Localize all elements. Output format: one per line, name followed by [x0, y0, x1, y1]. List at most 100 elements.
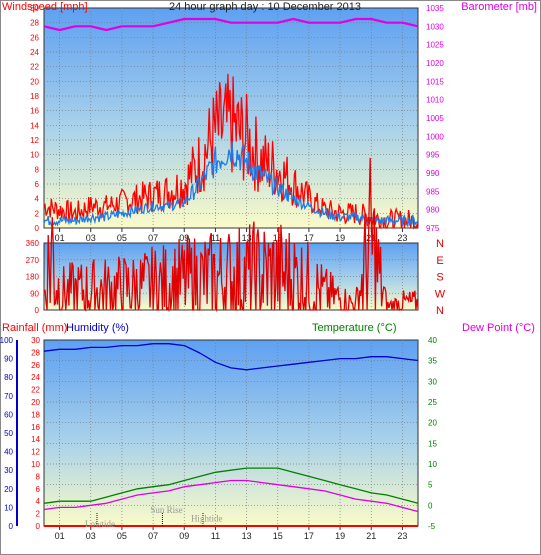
humidity-tick-label: 90 [4, 355, 13, 364]
wind-tick-label: 26 [30, 33, 39, 42]
annotation-label-sun-rise: Sun Rise [150, 505, 182, 515]
baro-tick-label: 995 [426, 151, 440, 160]
temperature-tick-label: 10 [428, 460, 437, 469]
baro-tick-label: 1020 [426, 59, 444, 68]
temperature-tick-label: -5 [428, 522, 436, 531]
humidity-tick-label: 80 [4, 373, 13, 382]
wind-direction-line [43, 157, 419, 313]
barometer-axis-label: Barometer [mb] [461, 1, 537, 13]
barometer-series-line [43, 17, 419, 32]
baro-tick-label: 990 [426, 169, 440, 178]
x-tick-label: 11 [211, 233, 220, 243]
baro-tick-label: 975 [426, 224, 440, 233]
rain-tick-label: 2 [36, 510, 41, 519]
x-tick-label: 01 [55, 531, 65, 541]
wind-tick-label: 24 [30, 48, 39, 57]
temperature-tick-label: 30 [428, 377, 437, 386]
humidity-tick-label: 70 [4, 392, 13, 401]
humidity-tick-label: 30 [4, 466, 13, 475]
rain-temp-plot-area [43, 339, 419, 527]
wind-tick-label: 6 [35, 180, 40, 189]
x-tick-label: 11 [211, 531, 220, 541]
compass-tick-label: E [436, 255, 443, 267]
wind-tick-label: 4 [35, 195, 40, 204]
temperature-tick-label: 15 [428, 439, 437, 448]
rain-tick-label: 6 [36, 485, 41, 494]
dewpoint-series-line [43, 479, 419, 513]
humidity-axis-label: Humidity (%) [66, 322, 129, 334]
x-tick-label: 19 [335, 531, 345, 541]
rain-tick-label: 20 [31, 398, 40, 407]
compass-tick-label: N [436, 305, 444, 317]
wind-tick-label: 10 [30, 151, 39, 160]
chart-title: 24 hour graph day : 10 December 2013 [169, 1, 361, 13]
humidity-tick-label: 0 [9, 522, 14, 531]
wind-tick-label: 20 [30, 77, 39, 86]
wind-tick-label: 30 [30, 4, 39, 13]
humidity-tick-label: 20 [4, 485, 13, 494]
compass-tick-label: W [435, 288, 446, 300]
temperature-tick-label: 25 [428, 398, 437, 407]
temperature-tick-label: 40 [428, 336, 437, 345]
baro-tick-label: 1010 [426, 96, 444, 105]
direction-tick-label: 0 [35, 306, 40, 315]
x-tick-label: 17 [304, 531, 314, 541]
x-tick-label: 03 [86, 233, 96, 243]
baro-tick-label: 1015 [426, 77, 444, 86]
baro-tick-label: 1030 [426, 22, 444, 31]
rain-tick-label: 14 [31, 435, 40, 444]
wind-tick-label: 8 [35, 165, 40, 174]
wind-tick-label: 16 [30, 107, 39, 116]
wind-tick-label: 14 [30, 121, 39, 130]
compass-tick-label: S [436, 272, 443, 284]
dewpoint-axis-label: Dew Point (°C) [462, 322, 535, 334]
rain-tick-label: 22 [31, 386, 40, 395]
temperature-tick-label: 0 [428, 501, 433, 510]
direction-tick-label: 360 [26, 239, 40, 248]
rain-tick-label: 10 [31, 460, 40, 469]
x-tick-label: 13 [242, 233, 252, 243]
x-tick-label: 19 [335, 233, 345, 243]
rain-tick-label: 12 [31, 448, 40, 457]
rain-tick-label: 18 [31, 410, 40, 419]
temperature-tick-label: 35 [428, 357, 437, 366]
x-tick-label: 23 [397, 233, 407, 243]
annotation-label-hightide: Hightide [191, 513, 223, 523]
humidity-tick-label: 100 [0, 336, 14, 345]
temperature-axis-label: Temperature (°C) [312, 322, 396, 334]
baro-tick-label: 985 [426, 187, 440, 196]
temperature-tick-label: 20 [428, 419, 437, 428]
rain-tick-label: 8 [36, 472, 41, 481]
x-tick-label: 05 [117, 233, 127, 243]
windspeed-axis-label: Windspeed [mph] [2, 1, 88, 13]
baro-tick-label: 1005 [426, 114, 444, 123]
temperature-tick-label: 5 [428, 481, 433, 490]
x-tick-label: 15 [273, 233, 283, 243]
compass-tick-label: N [436, 238, 444, 250]
wind-tick-label: 0 [35, 224, 40, 233]
x-tick-label: 07 [148, 531, 158, 541]
rain-tick-label: 30 [31, 336, 40, 345]
humidity-tick-label: 10 [4, 503, 13, 512]
baro-tick-label: 1025 [426, 41, 444, 50]
x-tick-label: 23 [397, 531, 407, 541]
rain-tick-label: 16 [31, 423, 40, 432]
baro-tick-label: 1000 [426, 132, 444, 141]
rain-tick-label: 0 [36, 522, 41, 531]
x-tick-label: 03 [86, 531, 96, 541]
x-tick-label: 13 [242, 531, 252, 541]
humidity-tick-label: 60 [4, 410, 13, 419]
wind-tick-label: 22 [30, 63, 39, 72]
direction-tick-label: 90 [30, 289, 39, 298]
wind-tick-label: 12 [30, 136, 39, 145]
rain-tick-label: 28 [31, 348, 40, 357]
wind-tick-label: 2 [35, 209, 40, 218]
humidity-tick-label: 40 [4, 448, 13, 457]
humidity-tick-label: 50 [4, 429, 13, 438]
humidity-series-line [43, 343, 419, 371]
annotation-label-lowtide: Lowtide [85, 519, 115, 529]
rainfall-axis-label: Rainfall (mm) [2, 322, 67, 334]
x-tick-label: 07 [148, 233, 158, 243]
wind-tick-label: 18 [30, 92, 39, 101]
x-tick-label: 17 [304, 233, 314, 243]
